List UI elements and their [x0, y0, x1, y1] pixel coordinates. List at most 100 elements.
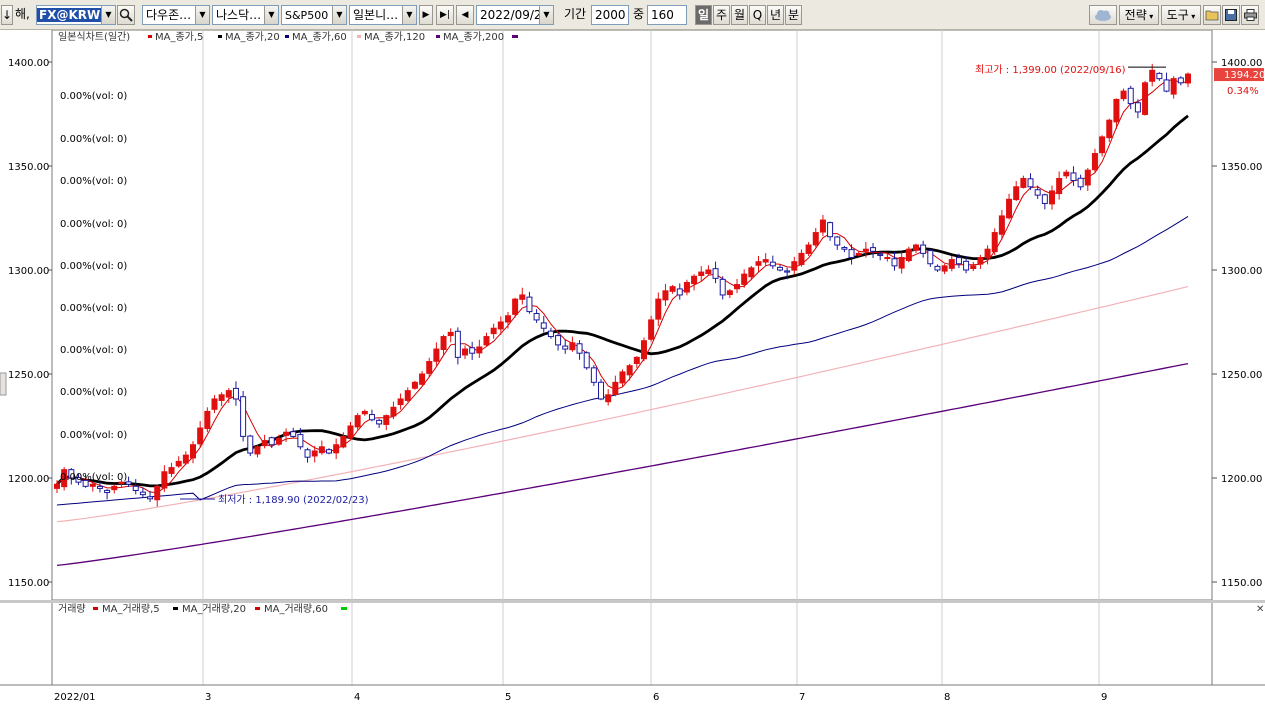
search-button[interactable] — [117, 5, 135, 25]
y-tick-label-left: 1250.00 — [8, 370, 49, 381]
pct-vol-label: 0.00%(vol: 0) — [60, 219, 127, 230]
candle-body — [1106, 119, 1113, 139]
tab-monthly[interactable]: 월 — [731, 5, 748, 25]
ma-20-line — [56, 114, 1189, 488]
strategy-label: 전략 — [1124, 8, 1147, 22]
candle-body — [368, 414, 375, 421]
tab-quarterly[interactable]: Q — [749, 5, 766, 25]
chevron-down-icon[interactable]: ▼ — [264, 6, 278, 24]
tab-daily[interactable]: 일 — [695, 5, 712, 25]
candle-body — [1027, 178, 1034, 188]
symbol-combo[interactable]: FX@KRW ▼ — [36, 5, 116, 25]
legend-swatch — [436, 35, 440, 38]
volume-legend-entry: MA_거래량,5 — [102, 603, 160, 615]
low-price-annotation: 최저가 : 1,189.90 (2022/02/23) — [218, 494, 369, 506]
candle-body — [383, 415, 390, 425]
chevron-down-icon[interactable]: ▼ — [539, 6, 553, 24]
chevron-down-icon: ▾ — [1188, 12, 1196, 21]
volume-legend-swatch — [173, 607, 178, 610]
tab-weekly[interactable]: 주 — [713, 5, 730, 25]
candle-body — [934, 265, 941, 271]
symbol-value: FX@KRW — [37, 8, 103, 22]
candle-body — [1056, 177, 1063, 195]
count-input[interactable]: 160 — [647, 5, 687, 25]
candle-body — [705, 269, 712, 274]
chevron-down-icon[interactable]: ▼ — [402, 6, 416, 24]
candle-body — [240, 396, 247, 437]
candle-body — [526, 296, 533, 313]
candle-body — [519, 294, 526, 300]
candle-body — [762, 259, 769, 263]
candle-body — [218, 394, 225, 401]
candle-body — [211, 398, 218, 410]
candle-body — [333, 444, 340, 454]
printer-icon — [1243, 9, 1257, 21]
cloud-button[interactable] — [1089, 5, 1117, 25]
step-back-button[interactable]: ◀ — [456, 5, 474, 25]
candle-body — [569, 342, 576, 351]
chevron-down-icon[interactable]: ▼ — [195, 6, 209, 24]
play-forward-button[interactable]: ▶ — [419, 5, 433, 25]
candle-body — [490, 327, 497, 335]
tab-yearly[interactable]: 년 — [767, 5, 784, 25]
candle-body — [361, 410, 368, 415]
candle-body — [1120, 90, 1127, 100]
chevron-down-icon: ▾ — [1146, 12, 1154, 21]
candle-body — [991, 232, 998, 253]
save-button[interactable] — [1222, 5, 1240, 25]
chevron-down-icon[interactable]: ▼ — [332, 6, 346, 24]
chart-toolbar: ↓ 해, FX@KRW ▼ 다우존… ▼ 나스닥… ▼ S&P500 ▼ 일본니… ▼ … — [0, 0, 1265, 30]
y-axis-right: 1400.00 1350.00 1300.00 1250.00 1200.00 1150.… — [1212, 58, 1265, 589]
candle-body — [698, 271, 705, 276]
chart-legend: MA_종가,5 MA_종가,20 MA_종가,60 MA_종가,120 MA_종가,20… — [148, 31, 518, 43]
candle-body — [225, 390, 232, 398]
print-button[interactable] — [1241, 5, 1259, 25]
y-tick-label-left: 1400.00 — [8, 58, 49, 69]
ma-60-line — [56, 215, 1189, 506]
open-folder-button[interactable] — [1203, 5, 1221, 25]
candle-body — [676, 288, 683, 296]
candle-body — [318, 446, 325, 454]
dow-combo[interactable]: 다우존… ▼ — [142, 5, 210, 25]
tools-button[interactable]: 도구 ▾ — [1161, 5, 1201, 25]
candle-body — [290, 431, 297, 437]
candle-body — [848, 249, 855, 259]
chevron-down-icon[interactable]: ▼ — [101, 6, 115, 24]
strategy-button[interactable]: 전략 ▾ — [1119, 5, 1159, 25]
candle-body — [268, 437, 275, 446]
legend-entry: MA_종가,5 — [155, 31, 203, 43]
candle-body — [784, 270, 791, 273]
x-axis: 2022/01 3 4 5 6 7 8 9 — [0, 684, 1265, 703]
y-tick-label-right: 1300.00 — [1221, 266, 1262, 277]
candle-body — [161, 471, 168, 489]
date-picker[interactable]: 2022/09/21 ▼ — [476, 5, 554, 25]
candle-body — [411, 381, 418, 389]
candle-body — [204, 410, 211, 429]
period-label: 기간 — [564, 7, 587, 21]
candle-body — [612, 381, 619, 395]
y-tick-label-right: 1200.00 — [1221, 474, 1262, 485]
candle-body — [662, 290, 669, 301]
period-input[interactable]: 2000 — [591, 5, 629, 25]
volume-legend-swatch — [341, 607, 347, 610]
candle-body — [590, 367, 597, 383]
candle-body — [1013, 186, 1020, 201]
japan-combo[interactable]: 일본니… ▼ — [349, 5, 417, 25]
pct-vol-label: 0.00%(vol: 0) — [60, 134, 127, 145]
pct-vol-label: 0.00%(vol: 0) — [60, 430, 127, 441]
candle-body — [905, 248, 912, 262]
legend-swatch — [218, 35, 222, 38]
pct-vol-label: 0.00%(vol: 0) — [60, 176, 127, 187]
candle-body — [340, 435, 347, 448]
down-arrow-button[interactable]: ↓ — [1, 5, 13, 25]
candle-body — [261, 440, 268, 447]
ma-200-line — [56, 362, 1189, 567]
step-forward-button[interactable]: ▶| — [436, 5, 454, 25]
sp500-combo[interactable]: S&P500 ▼ — [281, 5, 347, 25]
candle-body — [354, 415, 361, 428]
candle-body — [1091, 153, 1098, 171]
tab-minute[interactable]: 분 — [785, 5, 802, 25]
x-tick-label: 6 — [653, 692, 659, 703]
nasdaq-combo[interactable]: 나스닥… ▼ — [212, 5, 279, 25]
candle-body — [884, 257, 891, 260]
